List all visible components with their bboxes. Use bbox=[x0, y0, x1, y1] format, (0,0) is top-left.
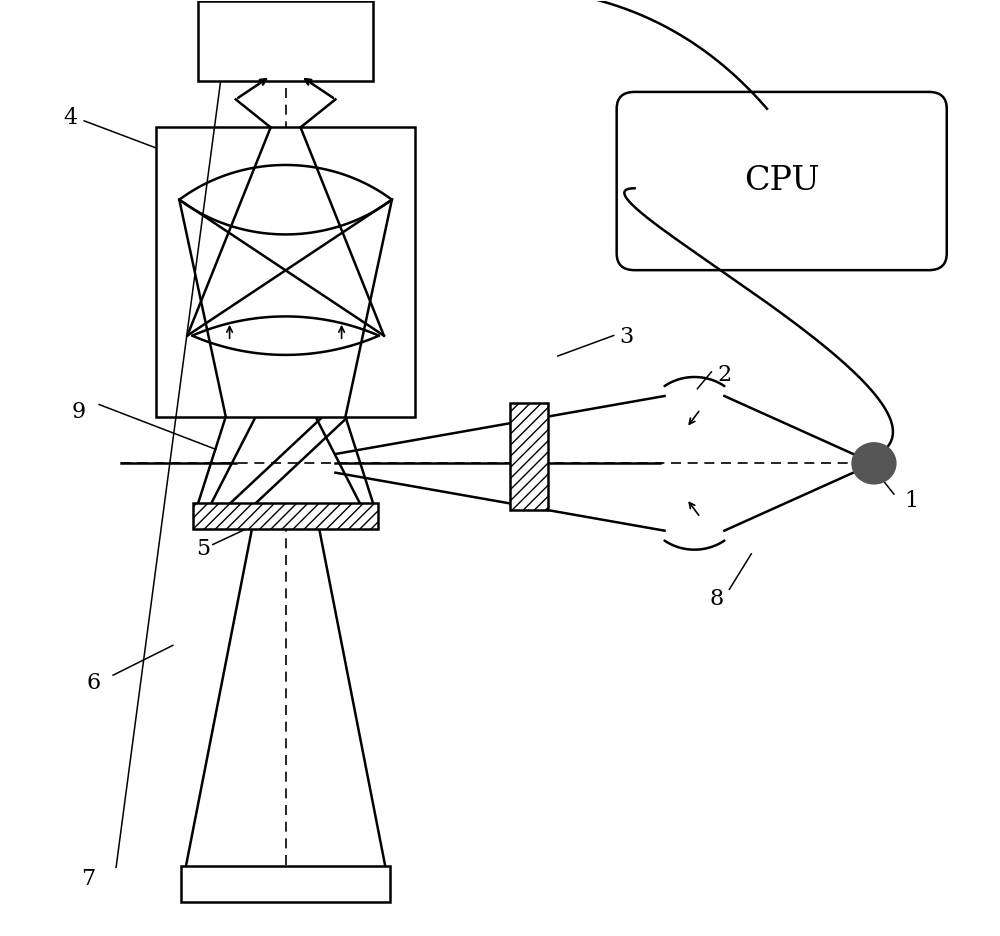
Text: CPU: CPU bbox=[744, 165, 820, 197]
Text: 4: 4 bbox=[63, 107, 77, 129]
Text: 7: 7 bbox=[81, 868, 95, 889]
Circle shape bbox=[852, 443, 896, 484]
Text: 5: 5 bbox=[196, 538, 210, 560]
Bar bbox=[510, 402, 548, 510]
Bar bbox=[181, 867, 390, 902]
FancyBboxPatch shape bbox=[617, 92, 947, 271]
Text: 9: 9 bbox=[71, 401, 85, 423]
Bar bbox=[198, 1, 373, 80]
Bar bbox=[193, 503, 378, 529]
Bar bbox=[156, 127, 415, 417]
Text: 8: 8 bbox=[709, 588, 724, 609]
Text: 3: 3 bbox=[620, 327, 634, 348]
Text: 6: 6 bbox=[86, 672, 100, 694]
Text: 1: 1 bbox=[904, 490, 918, 512]
Text: 2: 2 bbox=[717, 364, 732, 386]
